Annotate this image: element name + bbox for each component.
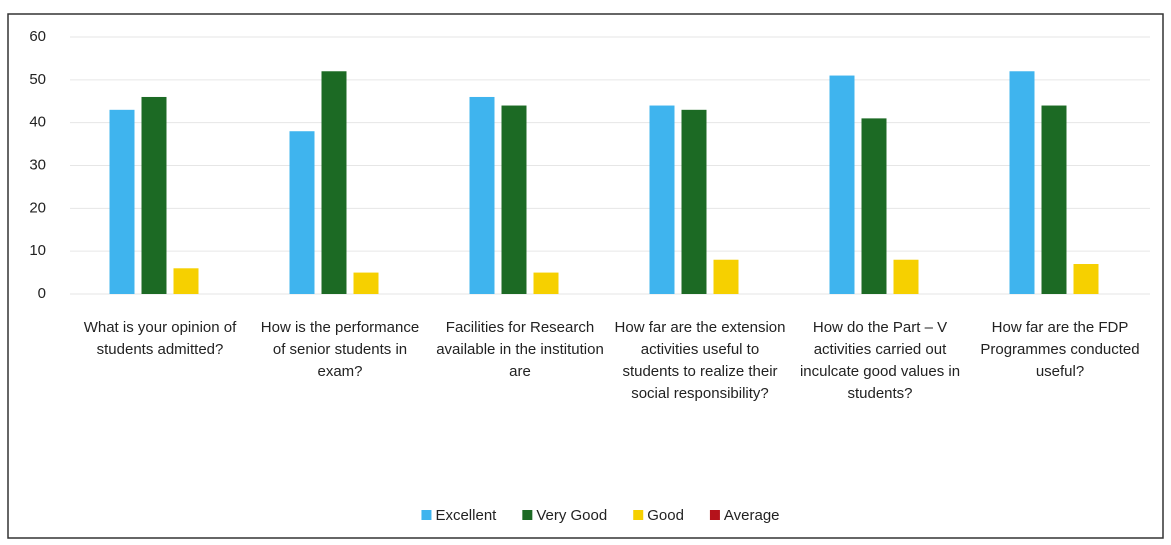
x-tick-label: What is your opinion of students admitted… bbox=[84, 319, 237, 358]
bar bbox=[109, 109, 135, 294]
legend-swatch bbox=[522, 510, 533, 520]
x-tick-label: Facilities for Research available in the … bbox=[436, 319, 604, 380]
chart-border bbox=[7, 13, 1164, 539]
x-tick-label: How is the performance of senior students… bbox=[261, 319, 419, 380]
legend-label: Average bbox=[724, 507, 780, 524]
bar bbox=[321, 71, 347, 295]
legend-label: Good bbox=[647, 507, 684, 524]
bar bbox=[861, 118, 887, 294]
x-tick-label: How far are the FDP Programmes conducted u… bbox=[980, 319, 1139, 380]
bar bbox=[829, 75, 855, 294]
bar bbox=[501, 105, 527, 295]
bar bbox=[469, 96, 495, 294]
bar bbox=[141, 96, 167, 294]
bar bbox=[1009, 71, 1035, 295]
y-tick-label: 30 bbox=[29, 156, 46, 173]
bar bbox=[289, 131, 315, 294]
bar bbox=[1073, 264, 1099, 294]
legend: Excellent Very Good Good Average bbox=[421, 507, 780, 524]
legend-label: Excellent bbox=[435, 507, 497, 524]
y-tick-label: 50 bbox=[29, 71, 46, 88]
legend-label: Very Good bbox=[536, 507, 607, 524]
bar bbox=[681, 109, 707, 294]
legend-swatch bbox=[421, 510, 432, 520]
bar bbox=[533, 272, 559, 294]
y-tick-label: 40 bbox=[29, 114, 46, 131]
legend-swatch bbox=[709, 510, 720, 520]
bar bbox=[1041, 105, 1067, 295]
bar bbox=[353, 272, 379, 294]
y-tick-label: 20 bbox=[29, 199, 46, 216]
x-tick-label: How far are the extension activities usef… bbox=[615, 319, 786, 402]
bar bbox=[173, 268, 199, 294]
bar bbox=[713, 259, 739, 294]
bar bbox=[893, 259, 919, 294]
y-tick-label: 0 bbox=[38, 285, 46, 302]
bar bbox=[649, 105, 675, 295]
y-tick-label: 60 bbox=[29, 28, 46, 45]
y-tick-label: 10 bbox=[29, 242, 46, 259]
legend-swatch bbox=[633, 510, 644, 520]
